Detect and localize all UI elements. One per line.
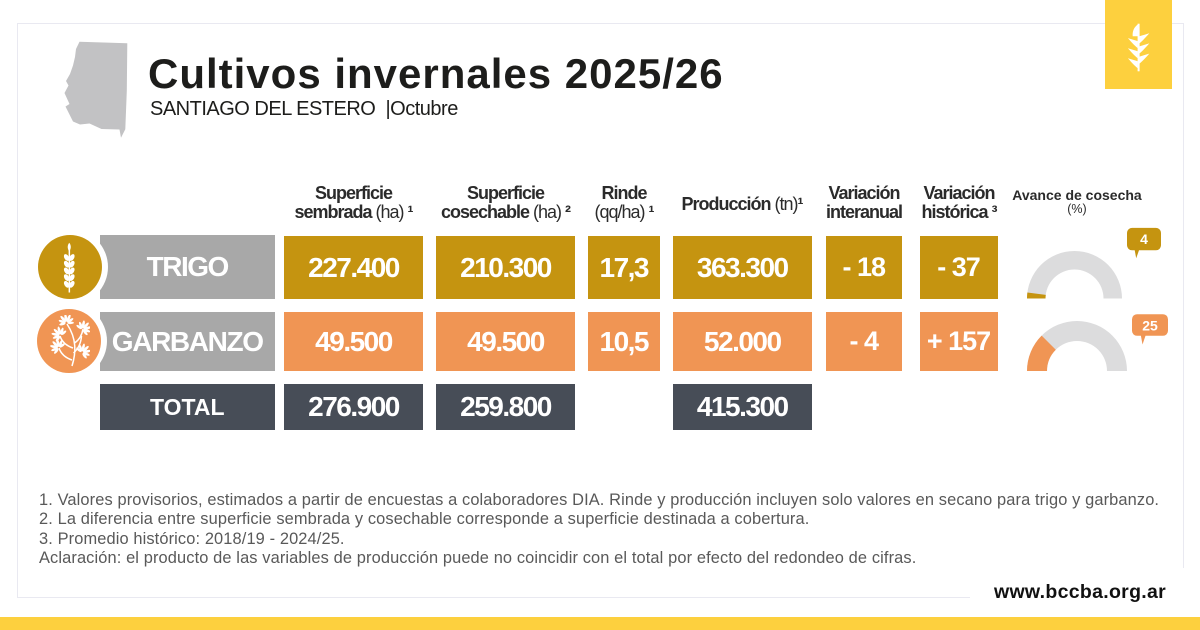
- svg-text:4: 4: [1140, 231, 1148, 247]
- svg-text:25: 25: [1142, 318, 1158, 334]
